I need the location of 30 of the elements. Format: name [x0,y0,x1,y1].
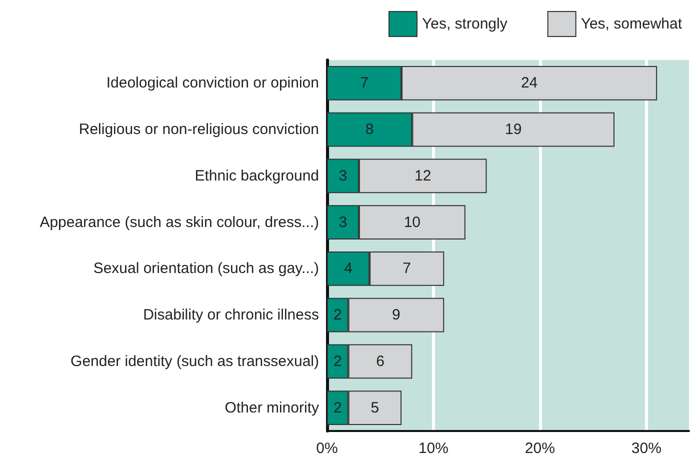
data-label: 5 [370,399,380,416]
x-tick-label: 10% [418,440,448,456]
data-label: 4 [344,260,352,278]
data-label: 6 [376,352,384,370]
data-label: 7 [402,260,412,278]
y-tick-label: Ideological conviction or opinion [106,74,319,92]
y-tick-label: Ethnic background [194,167,319,184]
y-tick-label: Sexual orientation (such as gay...) [93,260,319,278]
x-tick-label: 20% [524,440,555,456]
data-label: 19 [504,121,522,138]
data-label: 2 [333,306,342,324]
legend-label: Yes, somewhat [580,16,683,32]
data-label: 2 [333,399,342,416]
data-label: 2 [333,352,342,370]
data-label: 9 [392,306,400,324]
y-tick-label: Gender identity (such as transsexual) [70,352,320,370]
data-label: 3 [338,167,348,184]
data-label: 8 [365,121,374,138]
data-label: 10 [404,214,421,231]
y-tick-label: Other minority [224,399,320,416]
y-tick-label: Appearance (such as skin colour, dress...) [40,214,319,231]
data-label: 12 [414,167,432,184]
data-label: 7 [360,74,368,92]
x-tick-label: 30% [631,440,662,456]
data-label: 3 [338,214,348,231]
y-tick-label: Disability or chronic illness [143,306,319,324]
y-tick-label: Religious or non-religious conviction [78,121,319,138]
x-tick-label: 0% [316,440,338,456]
legend-label: Yes, strongly [422,16,508,32]
data-label: 24 [520,74,538,92]
